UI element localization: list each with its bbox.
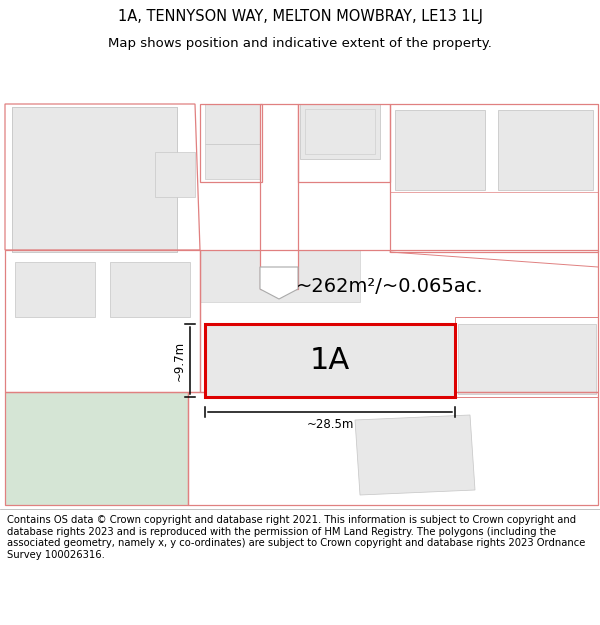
Text: ~28.5m: ~28.5m [307,418,353,431]
Bar [110,262,190,317]
Bar [205,144,260,179]
Polygon shape [260,267,298,299]
Polygon shape [355,415,475,495]
Bar [498,110,593,190]
Text: ~262m²/~0.065ac.: ~262m²/~0.065ac. [296,278,484,296]
Bar [205,324,455,397]
Bar [305,109,375,154]
Bar [15,262,95,317]
Text: Contains OS data © Crown copyright and database right 2021. This information is : Contains OS data © Crown copyright and d… [7,515,586,560]
Bar [200,250,360,302]
Text: Map shows position and indicative extent of the property.: Map shows position and indicative extent… [108,38,492,51]
Polygon shape [5,392,188,505]
Bar [395,110,485,190]
Polygon shape [155,152,195,197]
Bar [12,107,177,252]
Bar [205,104,260,144]
Bar [260,104,298,289]
Bar [12,107,177,252]
Text: ~9.7m: ~9.7m [173,341,186,381]
Text: 1A: 1A [310,346,350,375]
Bar [300,104,380,159]
Text: 1A, TENNYSON WAY, MELTON MOWBRAY, LE13 1LJ: 1A, TENNYSON WAY, MELTON MOWBRAY, LE13 1… [118,9,482,24]
Bar [458,324,596,394]
